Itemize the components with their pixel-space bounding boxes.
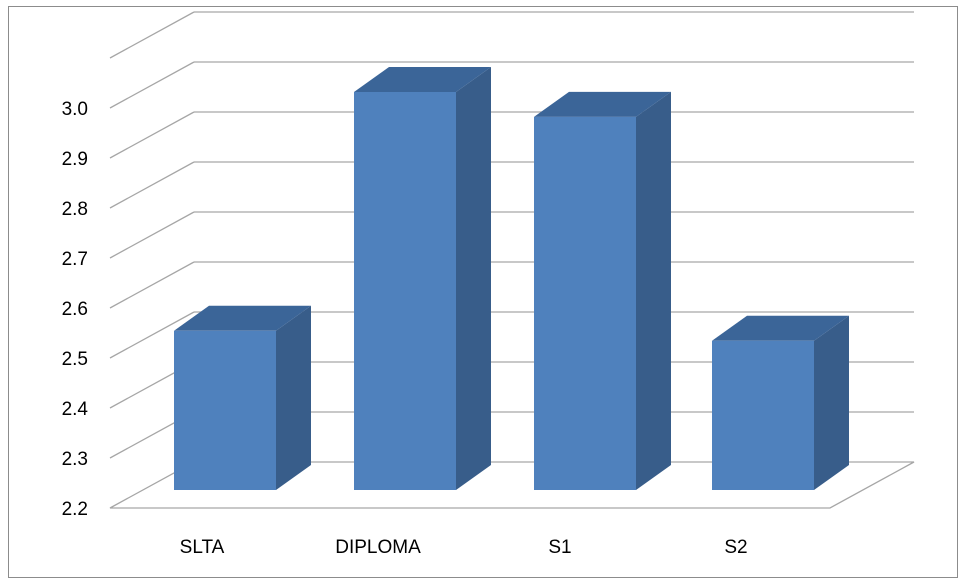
- chart-walls: [109, 461, 915, 509]
- bar-side: [636, 91, 671, 490]
- bar-top: [534, 91, 671, 117]
- gridline-side: [109, 61, 195, 109]
- bar: [712, 315, 849, 490]
- y-tick-label: 2.5: [62, 349, 88, 370]
- y-axis-tick-labels: 2.2 2.3 2.4 2.5 2.6 2.7 2.8 2.9 3.0: [62, 99, 89, 520]
- y-tick-label: 2.6: [62, 299, 88, 320]
- y-tick-label: 3.0: [62, 99, 88, 120]
- bar: [354, 67, 491, 490]
- y-tick-label: 2.3: [62, 449, 88, 470]
- bars: [174, 67, 849, 490]
- chart-frame: [8, 6, 958, 578]
- gridline-side: [109, 161, 195, 209]
- gridline-side: [109, 311, 195, 359]
- gridline-side: [109, 111, 195, 159]
- bar-front: [534, 116, 636, 490]
- x-axis-category-labels: SLTA DIPLOMA S1 S2: [180, 537, 748, 558]
- x-category-label: S1: [548, 537, 571, 558]
- bar: [534, 91, 671, 490]
- bar-front: [174, 330, 276, 490]
- bar-top: [712, 315, 849, 341]
- y-tick-label: 2.2: [62, 499, 88, 520]
- y-tick-label: 2.9: [62, 149, 88, 170]
- y-tick-label: 2.8: [62, 199, 88, 220]
- bar-top: [174, 305, 311, 331]
- bar-side: [276, 305, 311, 490]
- gridline-side: [109, 261, 195, 309]
- x-category-label: DIPLOMA: [335, 537, 421, 558]
- bar-top: [354, 67, 491, 92]
- floor: [109, 461, 915, 509]
- bar-front: [354, 92, 456, 490]
- gridline-side: [109, 211, 195, 259]
- y-tick-label: 2.7: [62, 249, 88, 270]
- x-category-label: S2: [724, 537, 747, 558]
- bar: [174, 305, 311, 490]
- bar-side: [456, 67, 491, 490]
- x-category-label: SLTA: [180, 537, 225, 558]
- y-tick-label: 2.4: [62, 399, 89, 420]
- bar-front: [712, 340, 814, 490]
- bar-side: [814, 315, 849, 490]
- gridline-side: [109, 11, 195, 59]
